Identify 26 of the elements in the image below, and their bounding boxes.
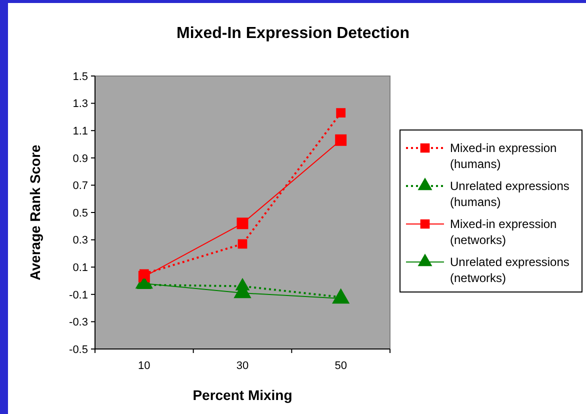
x-axis-title: Percent Mixing: [192, 387, 292, 403]
x-tick-label: 10: [138, 360, 150, 372]
y-tick-label: 1.5: [72, 70, 88, 83]
y-tick-label: -0.3: [69, 316, 88, 329]
legend-label: Mixed-in expression (humans): [450, 141, 557, 172]
x-tick-label: 30: [236, 360, 249, 372]
point: [238, 239, 248, 249]
y-tick-label: 1.3: [72, 98, 88, 110]
y-tick-label: 0.1: [72, 262, 88, 274]
y-tick-label: 0.9: [72, 152, 88, 165]
y-tick-label: -0.5: [69, 344, 88, 356]
y-tick-label: -0.1: [69, 289, 88, 302]
y-axis-title: Average Rank Score: [27, 144, 43, 280]
point: [139, 269, 149, 279]
chart-title: Mixed-In Expression Detection: [176, 25, 410, 42]
point: [236, 218, 248, 230]
legend-label: Unrelated expressions (humans): [450, 179, 570, 210]
x-tick-label: 50: [334, 360, 347, 372]
legend-label: Mixed-in expression (networks): [450, 217, 557, 248]
legend-label: Unrelated expressions (networks): [450, 255, 570, 286]
point: [335, 134, 347, 146]
y-tick-label: 0.3: [72, 234, 88, 247]
y-tick-label: 0.5: [72, 207, 88, 220]
y-tick-label: 0.7: [72, 180, 88, 192]
y-tick-label: 1.1: [72, 125, 88, 138]
point: [336, 108, 346, 118]
